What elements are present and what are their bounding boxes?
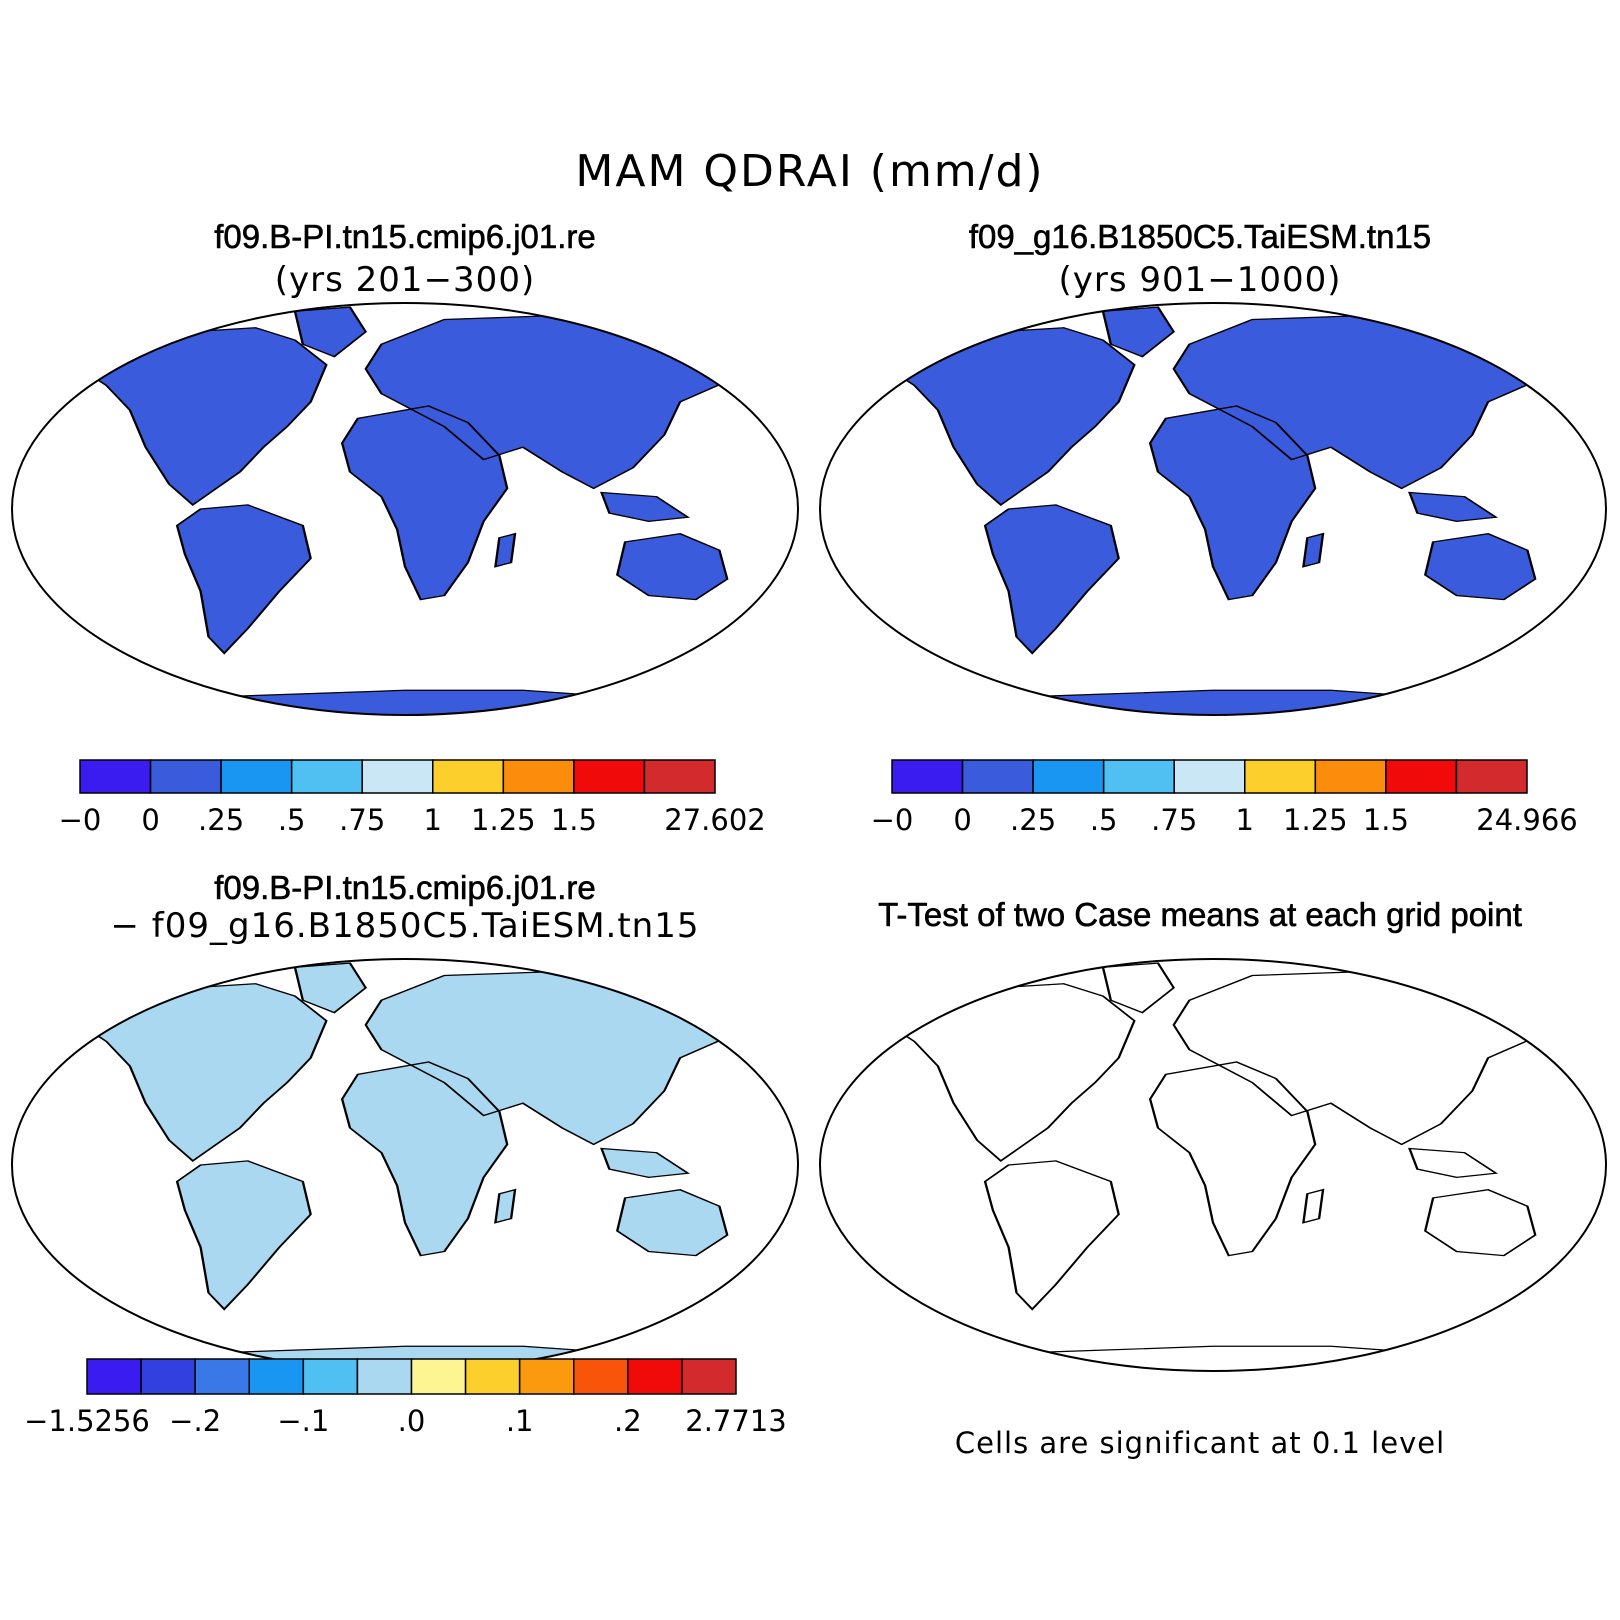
colorbar-case2 (891, 759, 1528, 794)
colorbar-diff-tick-label: .2 (613, 1404, 642, 1438)
colorbar-case1-swatch (361, 759, 434, 794)
colorbar-case2-tick-label: 1 (1235, 803, 1254, 837)
panel-ttest-title: T-Test of two Case means at each grid po… (878, 896, 1522, 934)
panel-case1-title: f09.B-PI.tn15.cmip6.j01.re (214, 218, 596, 256)
panel-diff-title: f09.B-PI.tn15.cmip6.j01.re (214, 869, 596, 907)
colorbar-diff-swatch (573, 1358, 629, 1395)
colorbar-case1-tick-label: 27.602 (664, 803, 766, 837)
colorbar-case1-tick-label: .75 (339, 803, 386, 837)
colorbar-case1-swatch (149, 759, 222, 794)
figure-title: MAM QDRAI (mm/d) (575, 146, 1045, 197)
colorbar-case1 (79, 759, 716, 794)
colorbar-case1-tick-label: −0 (58, 803, 102, 837)
colorbar-case2-swatch (891, 759, 964, 794)
colorbar-case1-tick-label: 1.5 (550, 803, 597, 837)
colorbar-case1-swatch (290, 759, 363, 794)
map-case2-outline (819, 302, 1607, 716)
colorbar-case1-swatch (502, 759, 575, 794)
colorbar-case2-tick-label: 24.966 (1476, 803, 1578, 837)
colorbar-diff-swatch (518, 1358, 575, 1395)
colorbar-case2-tick-label: 0 (953, 803, 972, 837)
colorbar-diff-swatch (86, 1358, 142, 1395)
colorbar-diff-tick-label: .0 (397, 1404, 426, 1438)
ttest-significance-note: Cells are significant at 0.1 level (954, 1426, 1446, 1460)
colorbar-case2-swatch (961, 759, 1034, 794)
colorbar-diff-tick-label: .1 (505, 1404, 534, 1438)
colorbar-case1-swatch (643, 759, 716, 794)
colorbar-case1-tick-label: .5 (277, 803, 306, 837)
panel-case2-subtitle: (yrs 901−1000) (1058, 260, 1342, 300)
colorbar-diff-swatch (681, 1358, 737, 1395)
colorbar-diff-swatch (302, 1358, 359, 1395)
colorbar-diff-swatch (356, 1358, 413, 1395)
map-case1-outline (11, 302, 799, 716)
colorbar-diff-swatch (410, 1358, 467, 1395)
panel-case1-subtitle: (yrs 201−300) (274, 260, 536, 300)
panel-diff-subtitle: − f09_g16.B1850C5.TaiESM.tn15 (110, 906, 700, 946)
colorbar-case2-swatch (1455, 759, 1528, 794)
colorbar-diff-swatch (140, 1358, 196, 1395)
colorbar-case2-tick-label: .75 (1151, 803, 1198, 837)
colorbar-diff-tick-label: −.2 (169, 1404, 222, 1438)
colorbar-case1-tick-label: 0 (141, 803, 160, 837)
colorbar-case2-tick-label: −0 (870, 803, 914, 837)
colorbar-case1-tick-label: 1.25 (471, 803, 536, 837)
panel-case2-title: f09_g16.B1850C5.TaiESM.tn15 (968, 218, 1432, 256)
colorbar-diff-swatch (194, 1358, 251, 1395)
colorbar-diff-swatch (464, 1358, 521, 1395)
colorbar-case2-swatch (1173, 759, 1246, 794)
colorbar-case1-tick-label: 1 (423, 803, 442, 837)
colorbar-diff-tick-label: −.1 (277, 1404, 330, 1438)
colorbar-case1-swatch (432, 759, 505, 794)
colorbar-case2-swatch (1102, 759, 1175, 794)
colorbar-diff-tick-label: 2.7713 (685, 1404, 787, 1438)
colorbar-case2-tick-label: .25 (1010, 803, 1057, 837)
colorbar-case1-swatch (573, 759, 646, 794)
colorbar-case2-swatch (1314, 759, 1387, 794)
map-ttest-outline (819, 958, 1607, 1372)
colorbar-case1-tick-label: .25 (198, 803, 245, 837)
colorbar-case2-tick-label: .5 (1089, 803, 1118, 837)
colorbar-case2-swatch (1032, 759, 1105, 794)
colorbar-diff-swatch (627, 1358, 683, 1395)
colorbar-diff (86, 1358, 737, 1395)
colorbar-diff-tick-label: −1.5256 (24, 1404, 150, 1438)
colorbar-case1-swatch (220, 759, 293, 794)
colorbar-case2-tick-label: 1.5 (1362, 803, 1409, 837)
colorbar-case1-swatch (79, 759, 152, 794)
colorbar-diff-swatch (248, 1358, 305, 1395)
colorbar-case2-swatch (1385, 759, 1458, 794)
colorbar-case2-tick-label: 1.25 (1283, 803, 1348, 837)
colorbar-case2-swatch (1244, 759, 1317, 794)
